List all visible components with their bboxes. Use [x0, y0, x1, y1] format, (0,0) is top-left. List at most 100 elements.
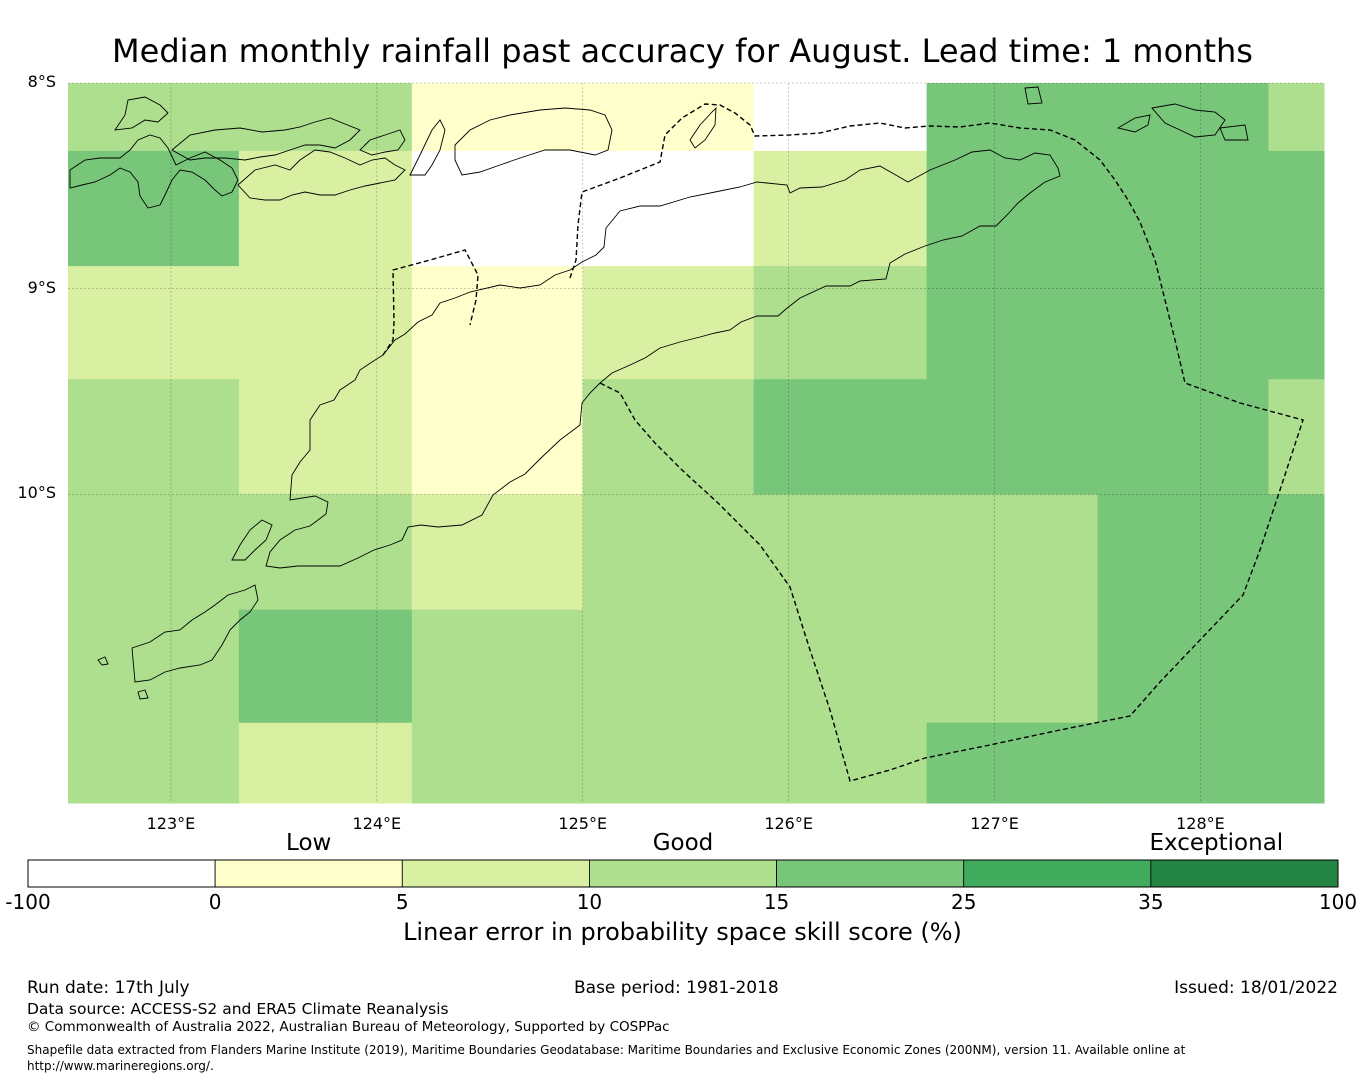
grid-cell [1268, 379, 1325, 495]
grid-cell [582, 609, 755, 724]
coastline [69, 86, 1249, 700]
islet-d [1219, 124, 1249, 141]
grid-cell [68, 266, 240, 380]
grid-cell [753, 83, 928, 152]
data-source: Data source: ACCESS-S2 and ERA5 Climate … [27, 1000, 449, 1018]
grid-cells [68, 83, 1325, 804]
timor-leste-eez [569, 103, 1304, 782]
colorbar-segment [1150, 859, 1339, 888]
colorbar-segment [963, 859, 1152, 888]
grid-cell [1097, 266, 1269, 380]
rote-coastline [131, 584, 259, 683]
colorbar-tick: 15 [763, 890, 790, 914]
grid-cell [753, 722, 928, 804]
islet-c [1151, 103, 1226, 138]
colorbar-tick: 10 [576, 890, 603, 914]
copyright: © Commonwealth of Australia 2022, Austra… [27, 1019, 670, 1035]
grid-cell [68, 150, 240, 267]
grid-cell [753, 379, 928, 495]
grid-cell [238, 83, 413, 152]
grid-cell [582, 722, 755, 804]
grid-cell [926, 722, 1099, 804]
grid-cell [1268, 83, 1325, 152]
atauro-coastline [689, 106, 717, 149]
grid-cell [926, 266, 1099, 380]
longitude-label: 123°E [146, 814, 196, 833]
pantar-coastline [114, 96, 169, 131]
grid-cell [753, 494, 928, 611]
grid-cell [238, 266, 413, 380]
small-island-3 [409, 119, 446, 176]
longitude-label: 128°E [1176, 814, 1225, 833]
grid-cell [68, 83, 240, 152]
category-label: Good [652, 830, 714, 856]
colorbar-title: Linear error in probability space skill … [403, 918, 962, 946]
grid-cell [926, 609, 1099, 724]
grid-cell [68, 722, 240, 804]
skill-score-map [68, 82, 1325, 804]
grid-cell [411, 266, 584, 380]
grid-cell [1097, 379, 1269, 495]
grid-cell [582, 83, 755, 152]
grid-cell [68, 379, 240, 495]
colorbar-tick: -100 [5, 890, 51, 914]
grid-cell [411, 722, 584, 804]
eez-boundary [382, 103, 1304, 782]
grid-cell [68, 494, 240, 611]
grid-cell [411, 83, 584, 152]
grid-cell [1097, 609, 1269, 724]
grid-cell [1097, 83, 1269, 152]
grid-cell [411, 379, 584, 495]
alor-coastline [171, 117, 361, 161]
latitude-label: 10°S [17, 483, 56, 503]
colorbar-segment [27, 859, 216, 888]
longitude-label: 125°E [558, 814, 608, 833]
colorbar-segment [589, 859, 777, 888]
shapefile-credit: Shapefile data extracted from Flanders M… [27, 1042, 1327, 1074]
colorbar-tick: 35 [1138, 890, 1164, 914]
base-period: Base period: 1981-2018 [574, 978, 779, 998]
colorbar-tick: 25 [950, 890, 977, 914]
grid-cell [1097, 150, 1269, 267]
category-label: Exceptional [1149, 830, 1284, 856]
grid-cell [1097, 494, 1269, 611]
grid-cell [1268, 266, 1325, 380]
grid-cell [411, 150, 584, 267]
latitude-label: 8°S [27, 72, 56, 91]
colorbar-border [27, 859, 1339, 888]
grid-cell [1268, 609, 1325, 724]
small-island-2 [359, 129, 406, 156]
colorbar-segment [401, 859, 590, 888]
map-title: Median monthly rainfall past accuracy fo… [112, 32, 1253, 70]
graticule [68, 82, 1324, 803]
issued-date: Issued: 18/01/2022 [1174, 978, 1338, 998]
oecusse-boundary [382, 249, 479, 356]
run-date: Run date: 17th July [27, 978, 190, 998]
shapefile-credit-line1: Shapefile data extracted from Flanders M… [27, 1043, 1186, 1057]
grid-cell [582, 379, 755, 495]
islet-e [137, 689, 149, 700]
colorbar-tick: 5 [395, 890, 409, 914]
grid-cell [582, 266, 755, 380]
grid-cell [238, 150, 413, 267]
colorbar [27, 859, 1339, 888]
longitude-label: 124°E [352, 814, 402, 833]
longitude-label: 127°E [970, 814, 1019, 833]
timor-coastline [265, 149, 1061, 569]
grid-cell [753, 266, 928, 380]
flores-coastline [69, 134, 239, 209]
longitude-label: 126°E [764, 814, 813, 833]
colorbar-segment [776, 859, 965, 888]
small-island [237, 149, 406, 201]
islet-a [1024, 86, 1043, 105]
grid-cell [1268, 150, 1325, 267]
grid-cell [1097, 722, 1269, 804]
islet-b [1116, 114, 1151, 133]
grid-cell [753, 609, 928, 724]
grid-cell [411, 609, 584, 724]
category-label: Low [286, 830, 332, 856]
semau-coastline [231, 519, 273, 561]
grid-cell [926, 494, 1099, 611]
grid-cell [238, 609, 413, 724]
grid-cell [582, 494, 755, 611]
